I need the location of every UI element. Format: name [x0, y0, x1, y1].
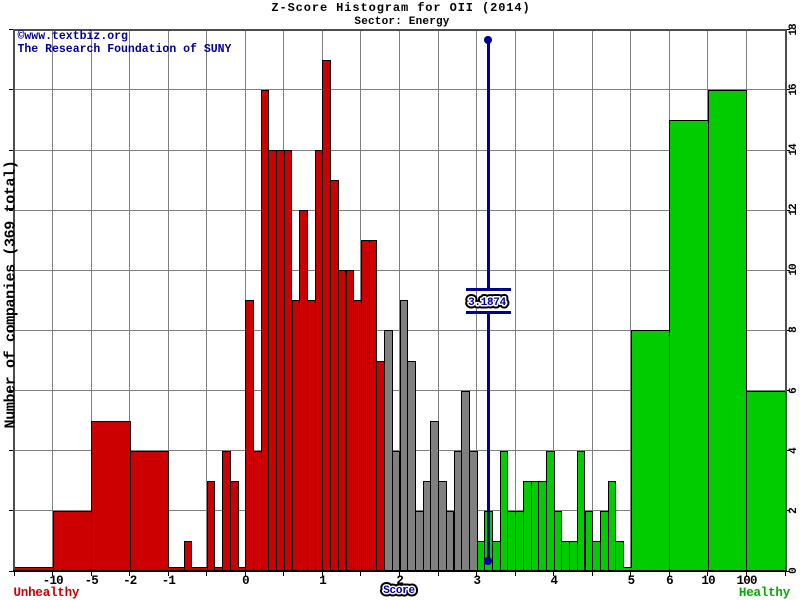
svg-text:Score: Score	[384, 585, 416, 597]
svg-text:3.1874: 3.1874	[468, 297, 507, 309]
svg-text:3.1874: 3.1874	[468, 297, 507, 309]
svg-text:Score: Score	[384, 585, 416, 597]
svg-text:3.1874: 3.1874	[468, 297, 507, 309]
svg-text:Score: Score	[384, 585, 416, 597]
